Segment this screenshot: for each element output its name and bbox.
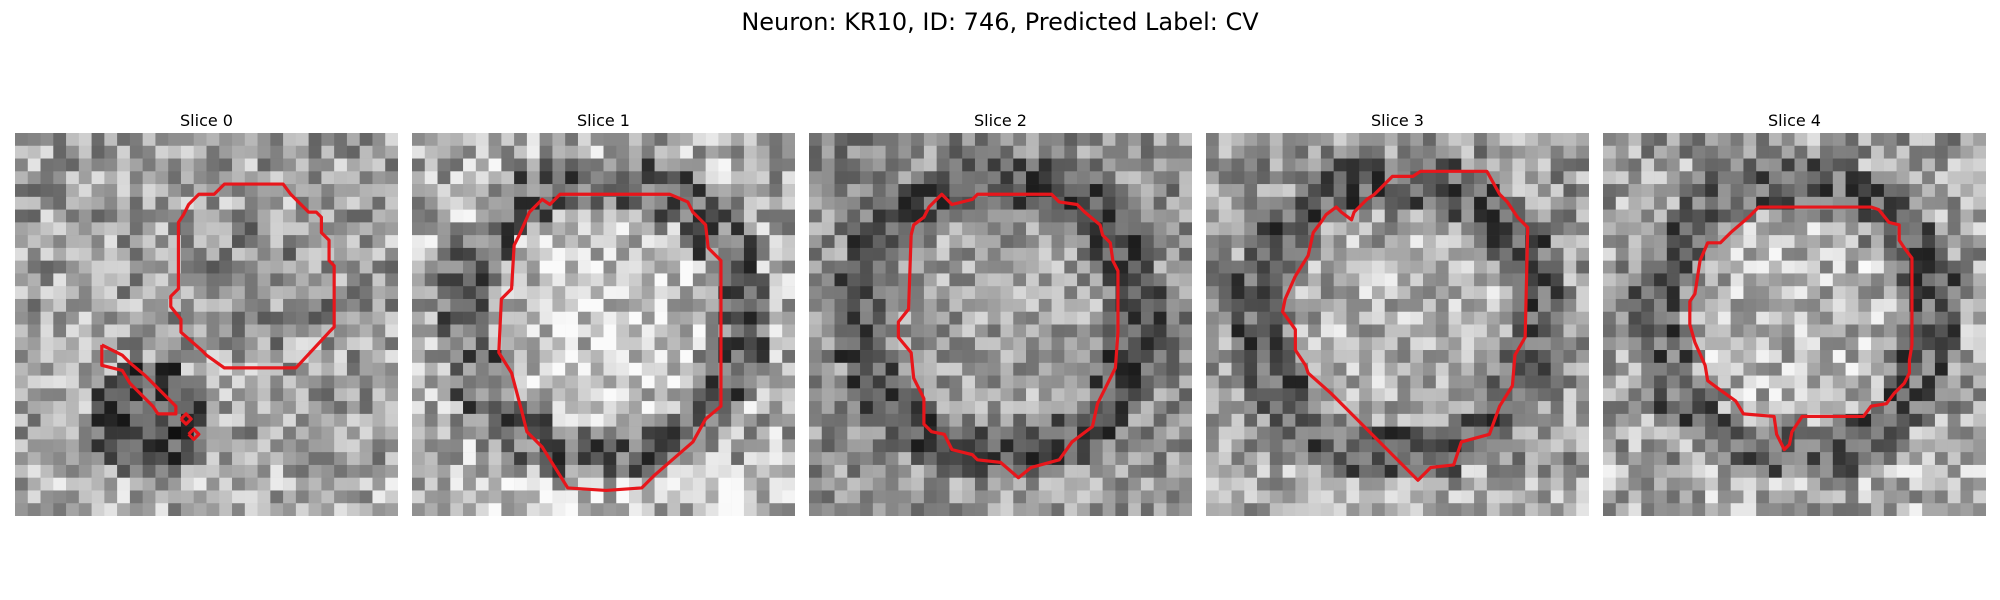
slice-image-2 (809, 133, 1192, 516)
grayscale-pixels (809, 133, 1192, 516)
slice-panel-0: Slice 0 (15, 110, 398, 516)
slice-image-1 (412, 133, 795, 516)
slice-title: Slice 1 (577, 111, 630, 130)
red-contour (1688, 205, 1914, 452)
slice-panel-1: Slice 1 (412, 110, 795, 516)
grayscale-pixels (1603, 133, 1986, 516)
figure-title: Neuron: KR10, ID: 746, Predicted Label: … (741, 8, 1259, 36)
slice-image-3 (1206, 133, 1589, 516)
grayscale-pixels (1206, 133, 1589, 516)
red-contour (100, 182, 336, 441)
slice-image-4 (1603, 133, 1986, 516)
red-contour (896, 192, 1120, 480)
slice-panel-2: Slice 2 (809, 110, 1192, 516)
slice-panel-4: Slice 4 (1603, 110, 1986, 516)
grayscale-pixels (412, 133, 795, 516)
red-contour (1281, 169, 1530, 482)
slice-title: Slice 2 (974, 111, 1027, 130)
slice-title: Slice 4 (1768, 111, 1821, 130)
slice-image-0 (15, 133, 398, 516)
slice-title: Slice 0 (180, 111, 233, 130)
grayscale-pixels (15, 133, 398, 516)
slice-panel-3: Slice 3 (1206, 110, 1589, 516)
slice-title: Slice 3 (1371, 111, 1424, 130)
red-contour (497, 192, 723, 493)
